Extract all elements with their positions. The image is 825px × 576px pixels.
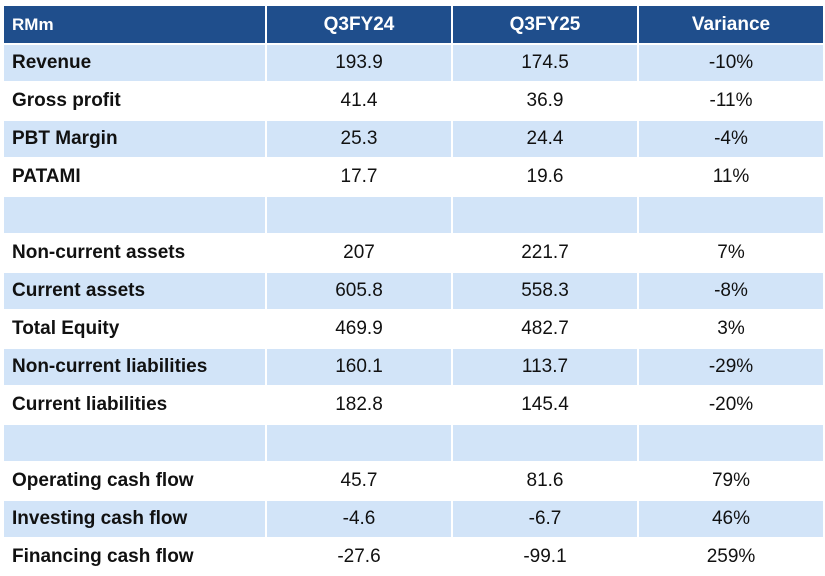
value-cell: 259% <box>637 537 825 576</box>
value-cell: 24.4 <box>451 119 639 159</box>
row-label: Current liabilities <box>2 385 267 425</box>
header-cell: Q3FY24 <box>265 4 453 45</box>
table-row: Total Equity 469.9 482.7 3% <box>2 309 825 349</box>
row-label: PBT Margin <box>2 119 267 159</box>
table-row: Current liabilities 182.8 145.4 -20% <box>2 385 825 425</box>
header-cell: RMm <box>2 4 267 45</box>
value-cell: -4% <box>637 119 825 159</box>
row-label: Non-current assets <box>2 233 267 273</box>
value-cell: 7% <box>637 233 825 273</box>
value-cell: 41.4 <box>265 81 453 121</box>
row-label: Financing cash flow <box>2 537 267 576</box>
value-cell: 113.7 <box>451 347 639 387</box>
value-cell: -6.7 <box>451 499 639 539</box>
empty-cell <box>265 423 453 463</box>
value-cell: -8% <box>637 271 825 311</box>
row-label: Operating cash flow <box>2 461 267 501</box>
table-row: Investing cash flow -4.6 -6.7 46% <box>2 499 825 539</box>
value-cell: 482.7 <box>451 309 639 349</box>
value-cell: -99.1 <box>451 537 639 576</box>
value-cell: -27.6 <box>265 537 453 576</box>
row-label: Total Equity <box>2 309 267 349</box>
value-cell: 193.9 <box>265 43 453 83</box>
header-row: RMm Q3FY24 Q3FY25 Variance <box>2 4 825 45</box>
table-row: Operating cash flow 45.7 81.6 79% <box>2 461 825 501</box>
empty-cell <box>451 423 639 463</box>
value-cell: 207 <box>265 233 453 273</box>
table-row: Non-current liabilities 160.1 113.7 -29% <box>2 347 825 387</box>
row-label: Gross profit <box>2 81 267 121</box>
value-cell: 182.8 <box>265 385 453 425</box>
value-cell: 174.5 <box>451 43 639 83</box>
row-label: Revenue <box>2 43 267 83</box>
header-cell: Q3FY25 <box>451 4 639 45</box>
value-cell: 25.3 <box>265 119 453 159</box>
table-row: Non-current assets 207 221.7 7% <box>2 233 825 273</box>
empty-cell <box>451 195 639 235</box>
value-cell: 3% <box>637 309 825 349</box>
value-cell: 19.6 <box>451 157 639 197</box>
value-cell: 160.1 <box>265 347 453 387</box>
table-row: PBT Margin 25.3 24.4 -4% <box>2 119 825 159</box>
value-cell: -29% <box>637 347 825 387</box>
table-body: Revenue 193.9 174.5 -10% Gross profit 41.4 36.… <box>2 43 825 576</box>
value-cell: 45.7 <box>265 461 453 501</box>
value-cell: 558.3 <box>451 271 639 311</box>
value-cell: 36.9 <box>451 81 639 121</box>
value-cell: 11% <box>637 157 825 197</box>
table-row: Current assets 605.8 558.3 -8% <box>2 271 825 311</box>
row-label: PATAMI <box>2 157 267 197</box>
table-row: Financing cash flow -27.6 -99.1 259% <box>2 537 825 576</box>
value-cell: -11% <box>637 81 825 121</box>
spacer-row <box>2 195 825 235</box>
header-cell: Variance <box>637 4 825 45</box>
row-label: Current assets <box>2 271 267 311</box>
value-cell: 81.6 <box>451 461 639 501</box>
value-cell: -10% <box>637 43 825 83</box>
value-cell: 79% <box>637 461 825 501</box>
table-row: PATAMI 17.7 19.6 11% <box>2 157 825 197</box>
value-cell: -20% <box>637 385 825 425</box>
value-cell: -4.6 <box>265 499 453 539</box>
empty-cell <box>265 195 453 235</box>
value-cell: 17.7 <box>265 157 453 197</box>
empty-cell <box>637 195 825 235</box>
table-row: Revenue 193.9 174.5 -10% <box>2 43 825 83</box>
spacer-row <box>2 423 825 463</box>
value-cell: 221.7 <box>451 233 639 273</box>
value-cell: 145.4 <box>451 385 639 425</box>
row-label: Investing cash flow <box>2 499 267 539</box>
value-cell: 46% <box>637 499 825 539</box>
value-cell: 605.8 <box>265 271 453 311</box>
empty-cell <box>2 423 267 463</box>
empty-cell <box>637 423 825 463</box>
empty-cell <box>2 195 267 235</box>
table-row: Gross profit 41.4 36.9 -11% <box>2 81 825 121</box>
value-cell: 469.9 <box>265 309 453 349</box>
financial-table: RMm Q3FY24 Q3FY25 Variance Revenue 193.9 174.… <box>2 4 825 576</box>
row-label: Non-current liabilities <box>2 347 267 387</box>
